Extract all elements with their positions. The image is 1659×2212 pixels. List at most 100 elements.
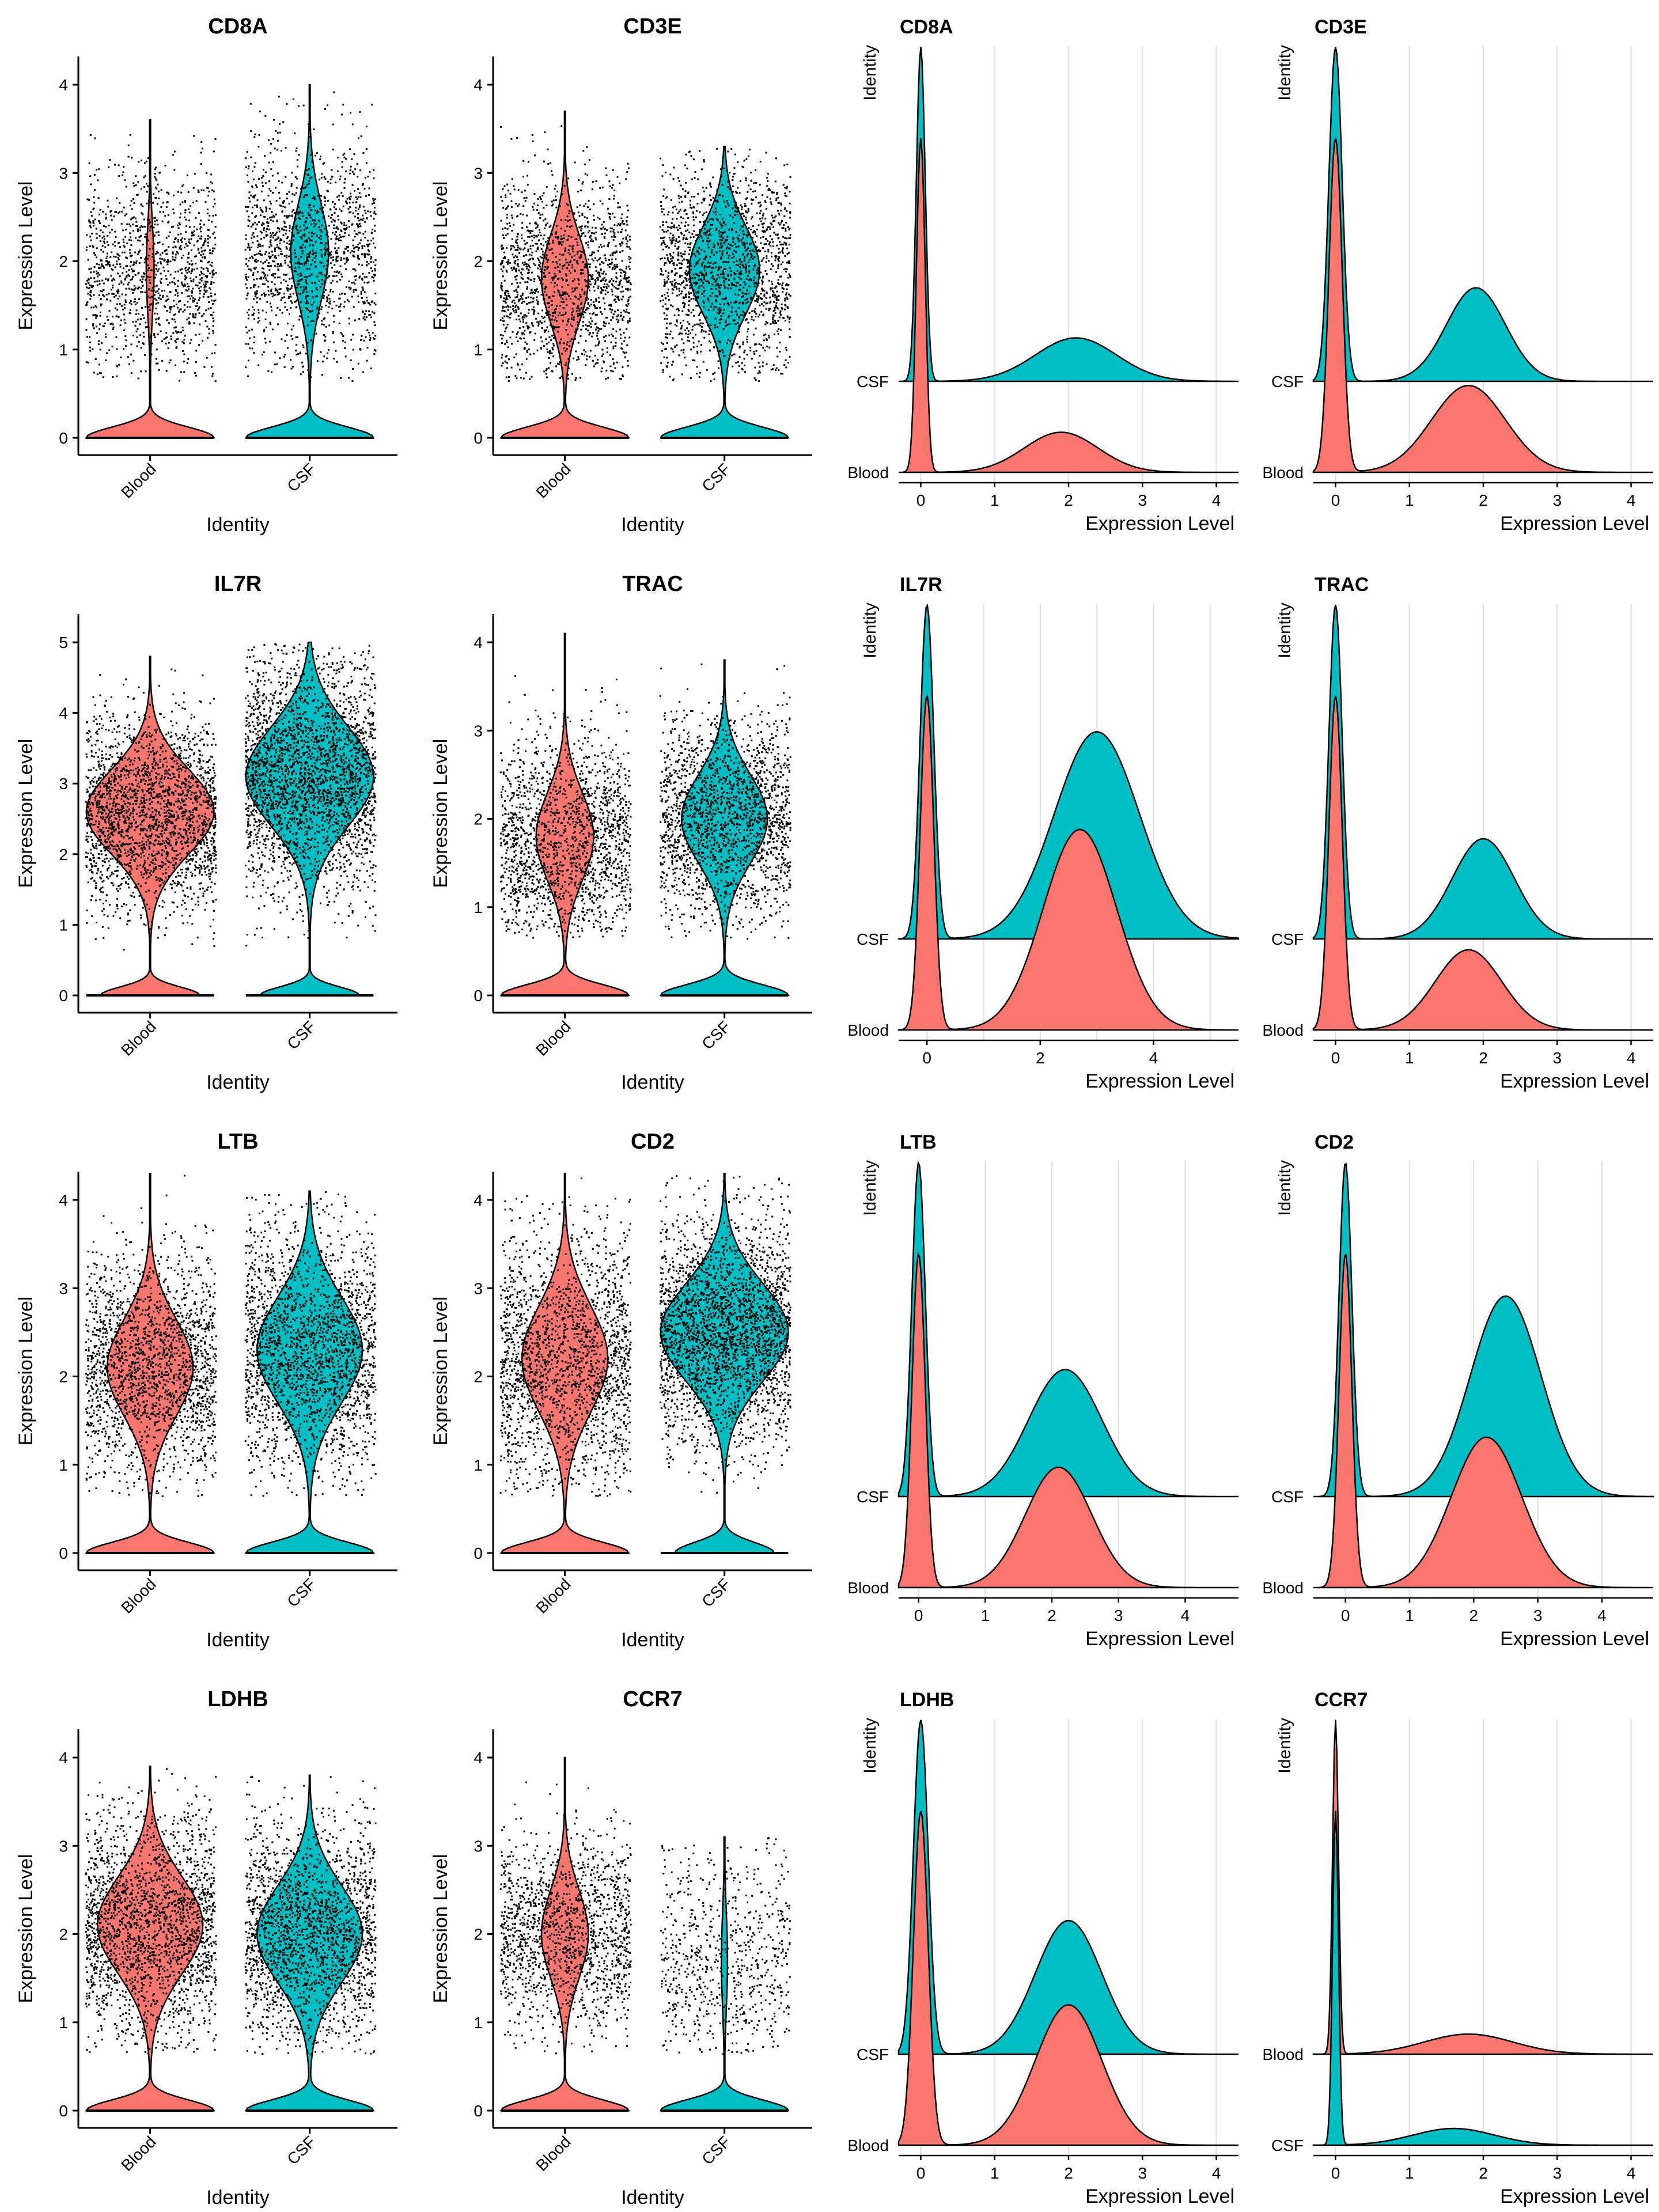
data-point — [777, 282, 779, 285]
data-point — [747, 301, 749, 303]
data-point — [742, 237, 744, 239]
data-point — [672, 305, 674, 308]
data-point — [745, 271, 748, 274]
data-point — [510, 366, 513, 369]
data-point — [109, 263, 111, 266]
data-point — [109, 256, 112, 258]
data-point — [663, 356, 665, 358]
data-point — [746, 242, 748, 244]
data-point — [315, 287, 317, 289]
data-point — [544, 330, 546, 332]
data-point — [619, 182, 621, 184]
data-point — [137, 302, 138, 304]
data-point — [191, 268, 194, 271]
data-point — [744, 371, 746, 373]
data-point — [612, 238, 615, 241]
data-point — [580, 303, 582, 305]
data-point — [783, 224, 785, 226]
data-point — [336, 249, 338, 252]
data-point — [762, 347, 764, 349]
data-point — [157, 262, 159, 264]
data-point — [255, 259, 257, 261]
data-point — [209, 214, 211, 217]
data-point — [190, 260, 192, 262]
data-point — [743, 244, 745, 247]
data-point — [535, 289, 537, 291]
data-point — [254, 133, 256, 135]
data-point — [135, 330, 138, 332]
data-point — [305, 240, 307, 242]
data-point — [603, 361, 605, 363]
data-point — [502, 320, 505, 322]
data-point — [372, 261, 374, 263]
data-point — [123, 313, 125, 316]
data-point — [262, 271, 264, 274]
data-point — [302, 104, 305, 107]
data-point — [787, 362, 790, 363]
data-point — [689, 243, 691, 245]
data-point — [192, 278, 195, 281]
data-point — [533, 292, 536, 294]
panel-title: CD3E — [623, 14, 681, 39]
data-point — [598, 274, 600, 276]
data-point — [323, 324, 325, 326]
data-point — [626, 204, 628, 207]
data-point — [156, 187, 158, 190]
data-point — [513, 247, 516, 249]
data-point — [776, 193, 778, 195]
data-point — [112, 293, 115, 295]
data-point — [559, 361, 560, 363]
data-point — [300, 286, 302, 289]
data-point — [148, 222, 150, 225]
data-point — [175, 304, 177, 306]
data-point — [179, 247, 181, 249]
data-point — [736, 260, 738, 262]
data-point — [669, 173, 672, 176]
data-point — [350, 252, 351, 254]
data-point — [619, 268, 621, 271]
data-point — [144, 258, 146, 260]
data-point — [350, 112, 351, 114]
data-point — [512, 300, 514, 302]
data-point — [313, 196, 316, 198]
data-point — [131, 217, 134, 219]
data-point — [328, 255, 331, 257]
data-point — [162, 211, 165, 213]
data-point — [717, 284, 719, 286]
data-point — [559, 243, 562, 245]
data-point — [531, 240, 533, 242]
data-point — [532, 258, 535, 260]
data-point — [249, 347, 251, 350]
data-point — [374, 198, 376, 200]
data-point — [513, 185, 515, 187]
data-point — [102, 251, 104, 253]
data-point — [294, 252, 296, 255]
data-point — [285, 246, 287, 248]
data-point — [586, 296, 588, 298]
data-point — [370, 260, 372, 263]
data-point — [662, 164, 664, 166]
data-point — [156, 299, 158, 301]
data-point — [177, 241, 180, 243]
data-point — [742, 343, 744, 346]
data-point — [752, 232, 754, 234]
data-point — [113, 241, 116, 243]
data-point — [324, 108, 326, 110]
data-point — [693, 195, 695, 198]
data-point — [589, 332, 591, 334]
data-point — [560, 338, 562, 340]
data-point — [247, 247, 249, 249]
data-point — [666, 317, 668, 320]
data-point — [584, 216, 586, 218]
data-point — [286, 237, 289, 240]
data-point — [98, 294, 100, 297]
data-point — [678, 210, 680, 213]
data-point — [253, 236, 255, 238]
data-point — [340, 239, 342, 241]
data-point — [537, 267, 539, 270]
data-point — [684, 272, 687, 274]
data-point — [358, 219, 361, 222]
data-point — [546, 254, 548, 256]
data-point — [593, 304, 596, 306]
